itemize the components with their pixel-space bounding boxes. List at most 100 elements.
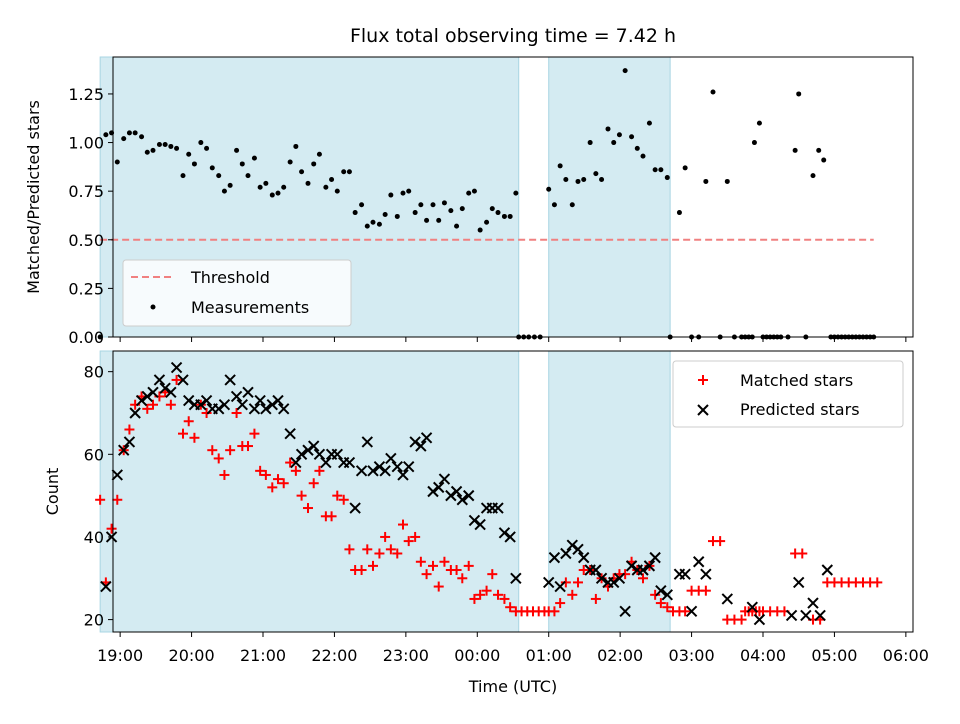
measurement-point: [551, 202, 557, 208]
predicted-star-point: [625, 560, 638, 572]
matched-star-point: [344, 544, 355, 555]
predicted-star-point: [302, 444, 314, 456]
observing-window-2: [548, 56, 671, 338]
x-b: [498, 527, 511, 539]
measurement-point: [821, 157, 827, 163]
predicted-star-point: [504, 531, 516, 543]
x-b: [814, 609, 826, 622]
predicted-star-point: [679, 568, 691, 580]
measurement-point: [792, 147, 798, 153]
predicted-star-point: [183, 394, 195, 407]
measurement-point: [471, 188, 477, 194]
predicted-star-point: [554, 580, 566, 593]
measurement-point: [382, 212, 388, 217]
predicted-star-point: [331, 448, 343, 461]
matched-star-point: [303, 503, 313, 514]
measurement-point: [810, 173, 816, 179]
predicted-star-point: [100, 580, 112, 593]
measurement-point: [394, 213, 400, 219]
ratio-legend: Threshold Measurements: [122, 259, 352, 327]
legend-x-marker: [697, 404, 709, 416]
x-b: [468, 514, 481, 527]
matched-star-point: [207, 445, 218, 456]
measurement-point: [114, 159, 120, 165]
matched-star-point: [392, 548, 403, 559]
matched-star-point: [296, 490, 307, 501]
predicted-star-point: [284, 427, 296, 440]
matched-star-point: [189, 432, 200, 443]
x-axis-label: Time (UTC): [468, 677, 557, 696]
x-b: [548, 551, 561, 564]
matched-star-point: [249, 428, 260, 439]
measurement-point: [144, 149, 150, 155]
predicted-star-point: [313, 448, 326, 461]
measurement-point: [454, 223, 460, 229]
measurement-point: [703, 178, 709, 184]
predicted-star-point: [135, 394, 148, 407]
measurement-point: [257, 184, 263, 190]
predicted-star-point: [560, 547, 572, 560]
x-b: [578, 551, 590, 564]
predicted-star-point: [613, 572, 626, 584]
measurement-point: [418, 202, 424, 208]
predicted-star-point: [463, 489, 475, 502]
count-legend-box: [672, 360, 904, 428]
legend-predicted-label: Predicted stars: [740, 400, 860, 419]
measurement-point: [329, 177, 335, 182]
legend-matched-swatch: [698, 375, 708, 385]
x-b: [807, 597, 819, 609]
x-b: [595, 572, 608, 584]
measurement-point: [513, 190, 519, 196]
predicted-star-point: [141, 390, 153, 403]
legend-predicted-swatch: [697, 404, 709, 416]
predicted-star-point: [111, 469, 123, 481]
matched-star-point: [620, 569, 631, 580]
matched-star-point: [290, 465, 301, 476]
matched-star-point: [385, 544, 396, 555]
measurement-point: [448, 208, 454, 214]
measurement-point: [156, 142, 162, 147]
predicted-star-point: [578, 551, 590, 564]
x-b: [320, 456, 332, 469]
x-b: [361, 436, 373, 448]
measurement-point: [459, 206, 465, 212]
measurement-point: [424, 217, 430, 223]
legend-measurements-label: Measurements: [191, 298, 309, 317]
y-tick-label: 0.50: [68, 231, 104, 250]
predicted-star-point: [700, 568, 712, 580]
x-b: [510, 572, 522, 584]
predicted-star-point: [655, 584, 667, 597]
predicted-star-point: [409, 436, 421, 448]
measurement-point: [370, 219, 376, 225]
x-b: [504, 531, 516, 543]
predicted-star-point: [308, 440, 320, 452]
measurement-point: [599, 177, 605, 182]
x-b: [661, 589, 673, 601]
predicted-star-point: [814, 609, 826, 622]
measurement-point: [376, 221, 382, 227]
predicted-star-point: [123, 436, 136, 448]
matched-star-point: [638, 573, 648, 584]
x-b: [272, 394, 284, 407]
observing-windows: [99, 350, 671, 633]
predicted-star-point: [290, 456, 302, 469]
predicted-star-point: [548, 551, 561, 564]
x-b: [284, 427, 296, 440]
predicted-star-point: [165, 386, 177, 399]
y-tick-label: 1.00: [68, 134, 104, 153]
x-b: [445, 489, 457, 502]
measurement-point: [97, 334, 103, 340]
matched-star-point: [505, 602, 516, 613]
x-tick-label: 03:00: [669, 646, 715, 665]
matched-star-point: [326, 511, 337, 522]
measurement-point: [634, 145, 640, 151]
matched-star-point: [219, 469, 230, 480]
y-tick-label: 0.75: [68, 182, 104, 201]
measurement-point: [281, 184, 287, 190]
predicted-star-point: [649, 551, 661, 564]
x-tick-label: 01:00: [526, 646, 572, 665]
predicted-star-point: [793, 576, 805, 589]
matched-star-point: [421, 569, 432, 580]
matched-star-point: [680, 606, 691, 617]
matched-star-point: [433, 581, 444, 592]
